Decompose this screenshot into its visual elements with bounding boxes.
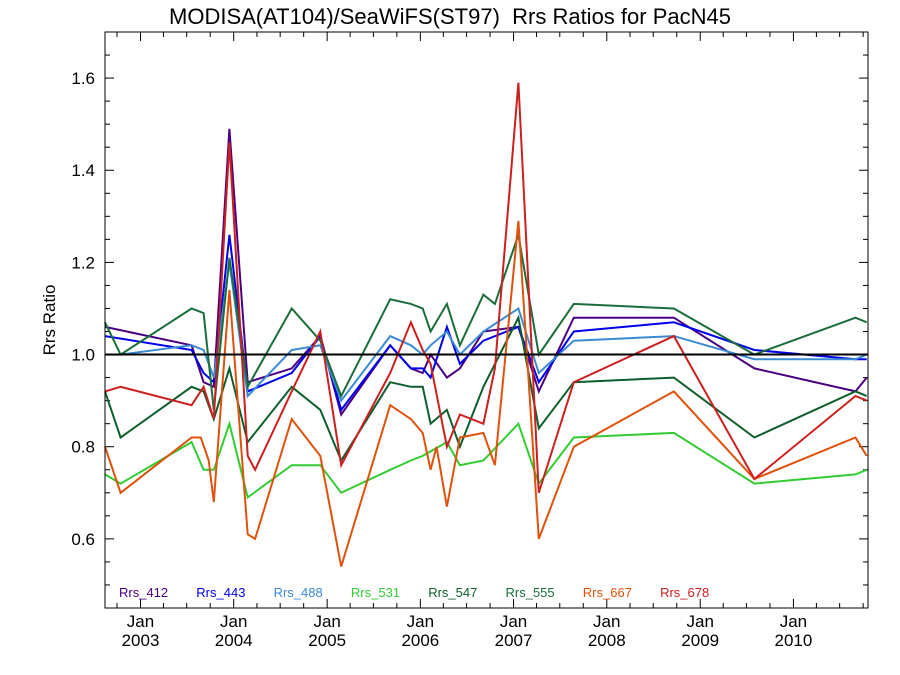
legend-entry-rrs-488: Rrs_488 [274, 585, 323, 600]
x-tick-year: 2005 [308, 631, 346, 650]
x-tick-month: Jan [220, 612, 247, 631]
legend-entry-rrs-678: Rrs_678 [660, 585, 709, 600]
series-line-rrs-443 [104, 234, 867, 413]
y-tick-label: 1.4 [71, 161, 95, 180]
x-tick-labels: Jan2003Jan2004Jan2005Jan2006Jan2007Jan20… [122, 612, 813, 650]
x-tick-year: 2004 [215, 631, 253, 650]
legend-entry-rrs-667: Rrs_667 [583, 585, 632, 600]
x-tick-year: 2008 [588, 631, 626, 650]
y-tick-label: 1.0 [71, 346, 95, 365]
x-tick-month: Jan [593, 612, 620, 631]
y-axis-label: Rrs Ratio [40, 285, 59, 356]
legend-entry-rrs-412: Rrs_412 [119, 585, 168, 600]
legend-entry-rrs-531: Rrs_531 [351, 585, 400, 600]
y-tick-label: 0.6 [71, 530, 95, 549]
x-tick-year: 2003 [122, 631, 160, 650]
legend-entry-rrs-547: Rrs_547 [428, 585, 477, 600]
x-tick-month: Jan [780, 612, 807, 631]
y-tick-label: 0.8 [71, 438, 95, 457]
plot-frame [104, 31, 869, 609]
legend-entry-rrs-555: Rrs_555 [506, 585, 555, 600]
x-tick-month: Jan [500, 612, 527, 631]
series-line-rrs-412 [104, 128, 868, 417]
series-line-rrs-678 [104, 82, 868, 494]
x-tick-month: Jan [407, 612, 434, 631]
legend: Rrs_412 Rrs_443 Rrs_488 Rrs_531 Rrs_547 Rrs_5… [119, 585, 709, 600]
x-tick-year: 2007 [495, 631, 533, 650]
series-line-rrs-488 [105, 262, 868, 403]
x-tick-month: Jan [313, 612, 340, 631]
x-tick-year: 2010 [775, 631, 813, 650]
y-tick-labels: 0.6 0.8 1.0 1.2 1.4 1.6 [71, 69, 95, 549]
x-tick-month: Jan [687, 612, 714, 631]
tick-marks [105, 31, 868, 608]
chart-title: MODISA(AT104)/SeaWiFS(ST97) Rrs Ratios f… [169, 4, 731, 29]
y-tick-label: 1.6 [71, 69, 95, 88]
x-tick-year: 2006 [401, 631, 439, 650]
series-line-rrs-667 [104, 220, 868, 567]
series-lines [104, 82, 868, 567]
x-tick-year: 2009 [681, 631, 719, 650]
x-tick-month: Jan [127, 612, 154, 631]
legend-entry-rrs-443: Rrs_443 [196, 585, 245, 600]
y-tick-label: 1.2 [71, 253, 95, 272]
